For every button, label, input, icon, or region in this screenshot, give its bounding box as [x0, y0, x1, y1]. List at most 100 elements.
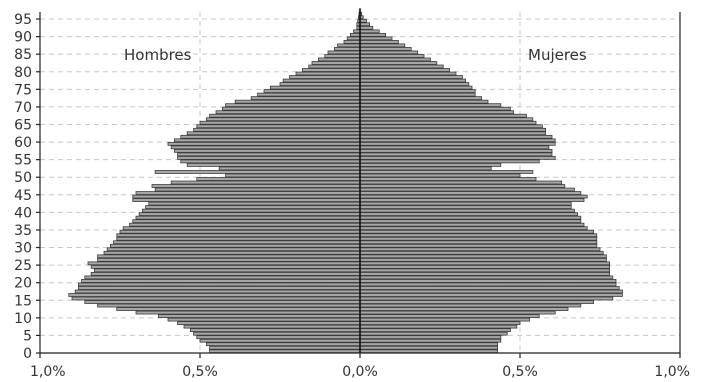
bar-mujeres [359, 29, 380, 34]
bar-mujeres [359, 78, 466, 83]
bar-hombres [196, 177, 361, 181]
bar-hombres [173, 138, 361, 143]
bar-mujeres [359, 191, 582, 195]
bar-mujeres [359, 331, 508, 336]
bar-mujeres [359, 208, 575, 213]
bar-mujeres [359, 32, 387, 37]
bar-mujeres [359, 289, 623, 294]
bar-mujeres [359, 198, 585, 202]
bar-mujeres [359, 22, 371, 27]
bar-hombres [308, 64, 361, 69]
y-tick-label: 70 [14, 100, 32, 116]
y-tick-label: 50 [14, 170, 32, 186]
bar-mujeres [359, 279, 617, 283]
bar-hombres [135, 191, 361, 195]
bar-hombres [193, 127, 361, 132]
y-tick-label: 35 [14, 223, 32, 239]
bar-mujeres [359, 240, 598, 245]
bar-hombres [263, 89, 361, 93]
bar-hombres [257, 92, 361, 97]
bar-mujeres [359, 268, 611, 273]
bar-mujeres [359, 303, 582, 308]
bar-mujeres [359, 96, 482, 100]
bar-hombres [218, 166, 361, 171]
bar-mujeres [359, 328, 511, 333]
bar-mujeres [359, 57, 431, 62]
bar-hombres [129, 222, 361, 227]
bar-mujeres [359, 113, 527, 118]
bar-hombres [180, 134, 361, 139]
hombres-bars [68, 8, 361, 354]
bar-mujeres [359, 219, 582, 224]
x-tick-label: 0,5% [182, 364, 218, 380]
x-tick-label: 0,0% [342, 364, 378, 380]
bar-hombres [289, 75, 361, 79]
bar-mujeres [359, 257, 607, 262]
bar-mujeres [359, 156, 556, 160]
bar-hombres [269, 85, 361, 90]
x-tick-label: 1,0% [30, 364, 66, 380]
bar-mujeres [359, 321, 521, 325]
x-tick-label: 0,5% [502, 364, 538, 380]
bar-hombres [167, 141, 361, 146]
bar-mujeres [359, 296, 614, 301]
bar-hombres [116, 307, 361, 311]
bar-mujeres [359, 152, 553, 157]
bar-hombres [199, 338, 361, 343]
bar-hombres [68, 293, 361, 297]
bar-hombres [186, 131, 361, 136]
bar-mujeres [359, 68, 450, 72]
bar-mujeres [359, 110, 515, 115]
bar-hombres [282, 78, 361, 83]
y-tick-label: 25 [14, 258, 32, 274]
bar-mujeres [359, 215, 582, 220]
bar-mujeres [359, 324, 518, 329]
bar-mujeres [359, 47, 412, 51]
y-tick-label: 80 [14, 65, 32, 81]
bar-hombres [317, 57, 361, 62]
bar-hombres [141, 208, 361, 213]
bar-hombres [337, 43, 361, 48]
legend-hombres: Hombres [124, 46, 192, 64]
bar-mujeres [359, 317, 531, 322]
y-tick-label: 5 [23, 328, 32, 344]
bar-mujeres [359, 120, 537, 125]
bar-mujeres [359, 127, 547, 132]
bar-hombres [205, 342, 361, 347]
bar-hombres [122, 226, 361, 231]
bar-mujeres [359, 310, 556, 315]
bar-hombres [189, 328, 361, 333]
y-tick-label: 60 [14, 135, 32, 151]
bar-hombres [84, 300, 361, 304]
x-tick-label: 1,0% [654, 364, 690, 380]
bar-hombres [170, 180, 361, 185]
bar-mujeres [359, 54, 425, 58]
bar-hombres [221, 106, 361, 111]
bar-hombres [333, 47, 361, 51]
bar-hombres [209, 349, 361, 354]
bar-mujeres [359, 117, 534, 122]
bar-hombres [225, 103, 361, 108]
bar-hombres [87, 261, 361, 266]
bar-hombres [110, 243, 361, 248]
bar-hombres [116, 233, 361, 238]
bar-hombres [74, 289, 361, 294]
bar-mujeres [359, 349, 499, 354]
axes-layer [36, 12, 681, 358]
bar-hombres [106, 247, 361, 252]
bar-hombres [154, 187, 361, 192]
bar-hombres [199, 120, 361, 125]
y-tick-label: 95 [14, 12, 32, 28]
bar-hombres [167, 317, 361, 322]
bar-hombres [71, 296, 361, 301]
y-tick-label: 15 [14, 293, 32, 309]
bar-hombres [295, 71, 361, 76]
bar-hombres [225, 173, 361, 178]
bar-hombres [97, 257, 361, 262]
bar-hombres [183, 324, 361, 329]
bar-mujeres [359, 194, 588, 199]
bar-hombres [177, 152, 361, 157]
bar-mujeres [359, 71, 457, 76]
bar-hombres [78, 282, 361, 287]
y-tick-label: 40 [14, 205, 32, 221]
